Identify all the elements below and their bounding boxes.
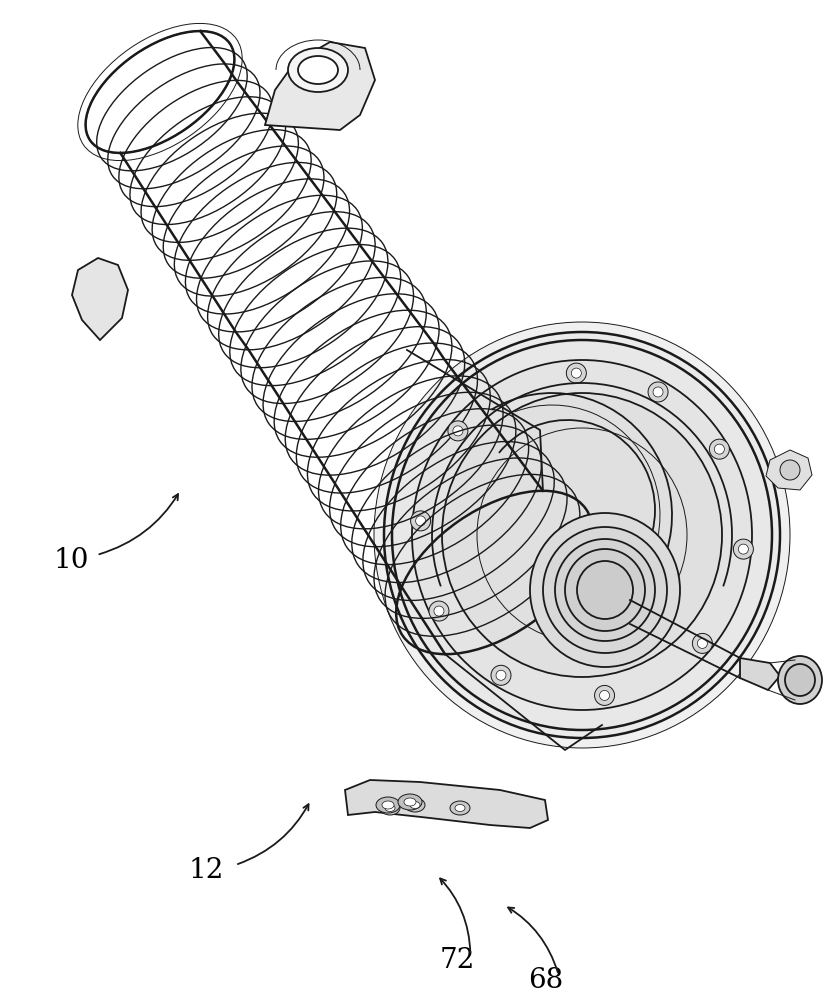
Ellipse shape (411, 511, 431, 531)
Ellipse shape (412, 360, 752, 710)
Ellipse shape (455, 804, 465, 812)
Ellipse shape (376, 797, 400, 813)
Ellipse shape (697, 638, 707, 648)
Ellipse shape (565, 549, 645, 631)
Ellipse shape (429, 601, 449, 621)
Ellipse shape (571, 368, 581, 378)
Ellipse shape (780, 460, 800, 480)
Text: 68: 68 (528, 966, 564, 994)
Ellipse shape (288, 48, 348, 92)
Text: 10: 10 (54, 546, 89, 574)
Ellipse shape (530, 513, 680, 667)
Polygon shape (265, 42, 375, 130)
Text: 12: 12 (188, 856, 223, 884)
Ellipse shape (448, 421, 468, 441)
Polygon shape (72, 258, 128, 340)
Ellipse shape (374, 322, 790, 748)
Ellipse shape (404, 798, 416, 806)
Ellipse shape (543, 527, 667, 653)
Ellipse shape (714, 444, 724, 454)
Ellipse shape (710, 439, 729, 459)
Ellipse shape (392, 340, 772, 730)
Ellipse shape (738, 544, 748, 554)
Ellipse shape (405, 798, 425, 812)
Ellipse shape (496, 670, 506, 680)
Ellipse shape (385, 804, 395, 812)
Ellipse shape (410, 802, 420, 808)
Ellipse shape (398, 794, 422, 810)
Ellipse shape (577, 561, 633, 619)
Ellipse shape (450, 801, 470, 815)
Polygon shape (740, 658, 780, 690)
Ellipse shape (600, 690, 610, 700)
Ellipse shape (416, 516, 426, 526)
Ellipse shape (648, 382, 668, 402)
Polygon shape (766, 450, 812, 490)
Ellipse shape (595, 685, 615, 705)
Ellipse shape (453, 426, 463, 436)
Ellipse shape (442, 393, 722, 677)
Ellipse shape (778, 656, 822, 704)
Ellipse shape (692, 633, 712, 653)
Ellipse shape (434, 606, 444, 616)
Ellipse shape (653, 387, 663, 397)
Polygon shape (345, 780, 548, 828)
Ellipse shape (785, 664, 815, 696)
Ellipse shape (733, 539, 753, 559)
Ellipse shape (298, 56, 338, 84)
Ellipse shape (380, 801, 400, 815)
Ellipse shape (555, 539, 655, 641)
Text: 72: 72 (440, 946, 475, 974)
Ellipse shape (384, 332, 780, 738)
Ellipse shape (566, 363, 586, 383)
Ellipse shape (382, 801, 394, 809)
Ellipse shape (491, 665, 511, 685)
